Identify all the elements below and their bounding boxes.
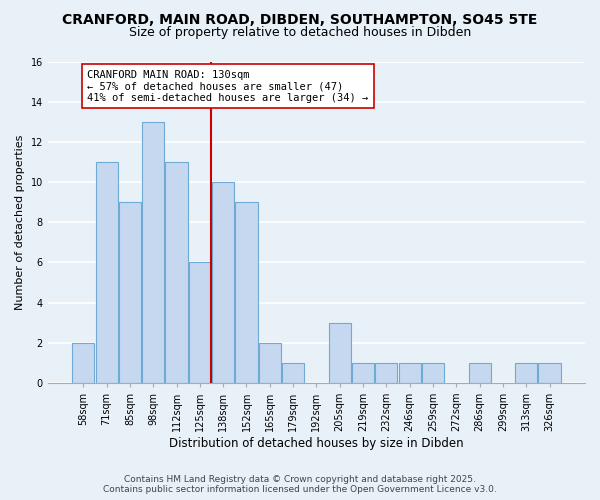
Bar xyxy=(469,363,491,383)
Bar xyxy=(375,363,397,383)
Bar xyxy=(352,363,374,383)
Bar xyxy=(212,182,234,383)
Text: CRANFORD, MAIN ROAD, DIBDEN, SOUTHAMPTON, SO45 5TE: CRANFORD, MAIN ROAD, DIBDEN, SOUTHAMPTON… xyxy=(62,12,538,26)
Text: Size of property relative to detached houses in Dibden: Size of property relative to detached ho… xyxy=(129,26,471,39)
Bar xyxy=(95,162,118,383)
Text: Contains HM Land Registry data © Crown copyright and database right 2025.
Contai: Contains HM Land Registry data © Crown c… xyxy=(103,474,497,494)
Bar xyxy=(166,162,188,383)
Bar xyxy=(142,122,164,383)
X-axis label: Distribution of detached houses by size in Dibden: Distribution of detached houses by size … xyxy=(169,437,464,450)
Bar xyxy=(189,262,211,383)
Y-axis label: Number of detached properties: Number of detached properties xyxy=(15,134,25,310)
Bar xyxy=(259,342,281,383)
Bar xyxy=(398,363,421,383)
Bar xyxy=(329,322,351,383)
Bar xyxy=(515,363,537,383)
Bar xyxy=(235,202,257,383)
Bar xyxy=(538,363,560,383)
Text: CRANFORD MAIN ROAD: 130sqm
← 57% of detached houses are smaller (47)
41% of semi: CRANFORD MAIN ROAD: 130sqm ← 57% of deta… xyxy=(88,70,369,102)
Bar xyxy=(282,363,304,383)
Bar xyxy=(422,363,444,383)
Bar xyxy=(119,202,141,383)
Bar xyxy=(72,342,94,383)
